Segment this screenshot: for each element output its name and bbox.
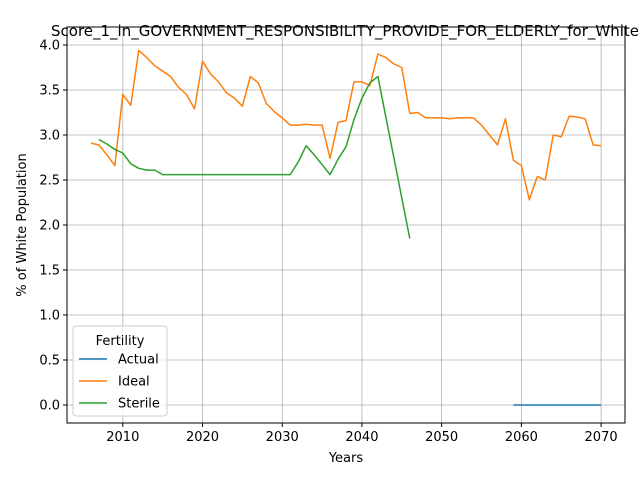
x-tick-label: 2040 [345,430,378,445]
legend-label-sterile: Sterile [118,397,160,412]
x-tick-label: 2070 [585,430,618,445]
x-tick-label: 2030 [266,430,299,445]
legend-title: Fertility [96,334,145,349]
y-tick-label: 0.0 [39,399,60,414]
x-tick-label: 2060 [505,430,538,445]
y-tick-label: 0.5 [39,354,60,369]
y-axis-label: % of White Population [15,153,30,296]
x-axis-label: Years [328,451,364,466]
y-tick-label: 1.0 [39,309,60,324]
y-tick-label: 3.5 [39,84,60,99]
legend: Fertility Actual Ideal Sterile [73,326,167,416]
y-tick-label: 2.0 [39,219,60,234]
y-tick-label: 4.0 [39,39,60,54]
x-tick-label: 2020 [186,430,219,445]
y-tick-label: 3.0 [39,129,60,144]
legend-label-ideal: Ideal [118,375,150,390]
y-tick-label: 1.5 [39,264,60,279]
chart-title: Score_1_in_GOVERNMENT_RESPONSIBILITY_PRO… [51,22,639,41]
legend-label-actual: Actual [118,353,159,368]
x-tick-label: 2010 [106,430,139,445]
x-tick-label: 2050 [425,430,458,445]
y-tick-label: 2.5 [39,174,60,189]
